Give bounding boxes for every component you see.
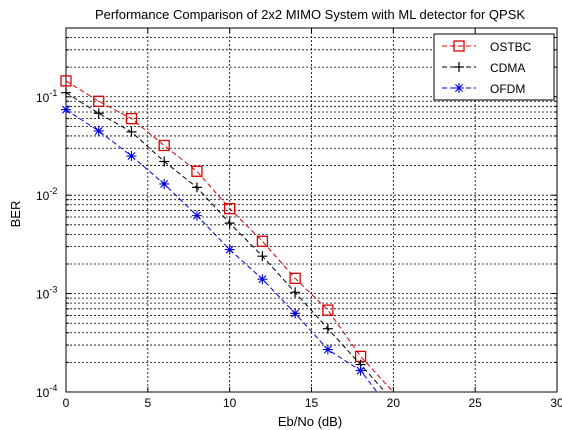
data-point-ostbc [224,202,236,215]
x-tick-label: 25 [468,396,482,410]
chart-title: Performance Comparison of 2x2 MIMO Syste… [95,7,525,22]
x-tick-label: 5 [144,396,151,410]
x-tick-label: 20 [387,396,401,410]
data-point-ostbc [125,112,138,125]
data-point-cdma [61,87,71,98]
data-point-ofdm [93,125,104,136]
y-tick-label: 10-2 [36,186,57,203]
data-point-ofdm [126,151,137,162]
data-point-cdma [126,126,137,137]
legend-label-ostbc: OSTBC [490,40,532,54]
data-point-cdma [191,182,202,193]
data-point-ostbc [322,304,334,316]
data-point-ostbc [158,139,170,152]
data-point-ofdm [191,210,202,221]
legend: OSTBC CDMA OFDM [433,33,555,101]
data-point-cdma [257,251,268,262]
x-axis-label: Eb/No (dB) [278,414,342,429]
data-point-cdma [322,323,333,334]
legend-marker-ostbc [453,40,465,52]
legend-label-ofdm: OFDM [490,82,525,96]
x-tick-label: 30 [550,396,562,410]
data-point-ostbc [60,75,72,87]
data-point-cdma [224,218,235,229]
data-point-cdma [93,108,104,119]
x-tick-label: 0 [63,396,70,410]
data-point-ofdm [355,365,366,376]
data-point-ofdm [257,274,268,285]
data-point-ofdm [322,344,333,355]
data-point-ofdm [61,104,71,115]
data-point-cdma [159,156,170,167]
y-tick-label: 10-1 [36,88,57,105]
legend-marker-ofdm [454,83,464,93]
plot-area: 0 5 10 15 20 25 30 10-1 10-2 10-3 10-4 OSTBC CDMA OFD… [36,27,562,410]
data-point-ostbc [93,95,105,107]
x-tick-label: 15 [305,396,319,410]
data-point-cdma [290,287,301,298]
data-point-ofdm [224,244,235,255]
legend-label-cdma: CDMA [490,61,525,75]
data-point-ostbc [289,272,301,284]
data-point-ofdm [159,178,170,189]
y-tick-label: 10-3 [36,285,57,302]
y-axis-label: BER [8,201,23,228]
series-line-ostbc [65,80,394,393]
data-point-ostbc [256,235,269,247]
legend-marker-cdma [454,62,464,72]
y-tick-label: 10-4 [36,383,57,400]
x-tick-label: 10 [223,396,237,410]
data-point-ofdm [290,308,301,319]
data-point-ostbc [191,165,203,177]
